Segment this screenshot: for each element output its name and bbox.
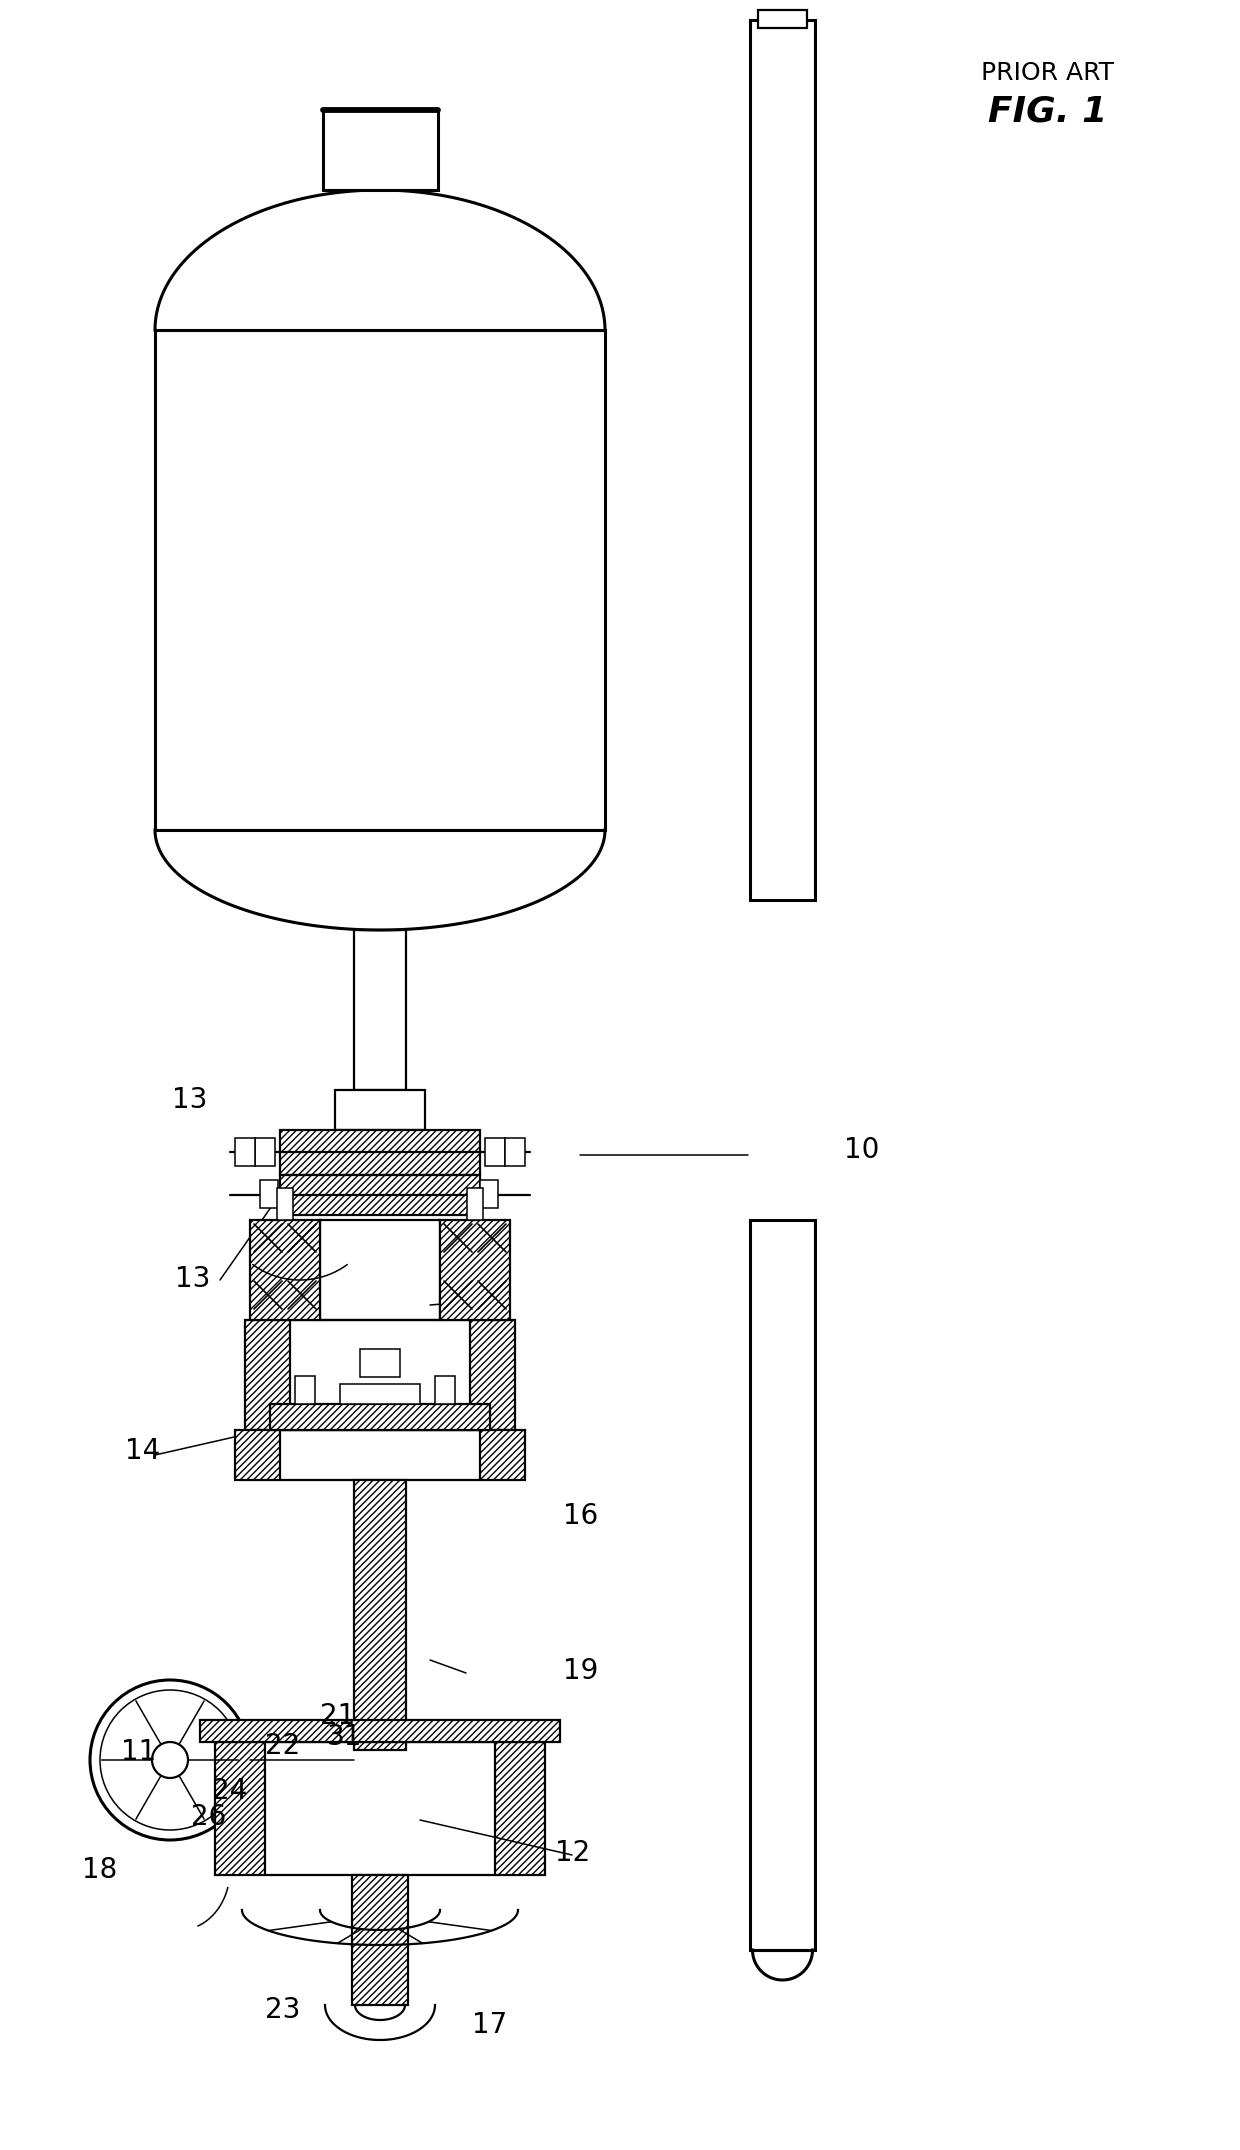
Bar (236, 1430, 280, 1479)
Text: 31: 31 (327, 1722, 362, 1752)
Bar (280, 1176, 480, 1215)
Bar (255, 1137, 275, 1165)
Text: 23: 23 (265, 1995, 300, 2025)
Text: 16: 16 (563, 1501, 598, 1531)
Bar (485, 1137, 505, 1165)
Bar (277, 1189, 293, 1219)
Text: 26: 26 (191, 1802, 226, 1832)
Bar (270, 1404, 490, 1430)
Bar (750, 19, 815, 901)
Text: 12: 12 (556, 1838, 590, 1868)
Bar (470, 1320, 515, 1430)
Bar (353, 1479, 405, 1750)
Bar (246, 1320, 290, 1430)
Circle shape (153, 1742, 188, 1778)
Text: 10: 10 (844, 1135, 879, 1165)
Bar (260, 1180, 278, 1208)
Bar (352, 1875, 408, 2006)
Text: FIG. 1: FIG. 1 (988, 95, 1107, 129)
Bar (505, 1137, 525, 1165)
Bar (467, 1189, 484, 1219)
Bar (200, 1720, 560, 1742)
Bar (322, 110, 438, 189)
Polygon shape (155, 830, 605, 931)
Text: 13: 13 (175, 1264, 210, 1294)
Bar (280, 1131, 480, 1176)
Bar (236, 1137, 255, 1165)
Bar (295, 1376, 315, 1404)
Bar (155, 329, 605, 830)
Bar (250, 1219, 320, 1320)
Bar (440, 1219, 510, 1320)
Bar (750, 1219, 815, 1950)
Bar (758, 11, 807, 28)
Bar (340, 1385, 420, 1404)
Bar (360, 1348, 401, 1376)
Bar (215, 1742, 265, 1875)
Text: 24: 24 (212, 1776, 247, 1806)
Circle shape (91, 1679, 250, 1840)
Circle shape (100, 1690, 241, 1830)
Bar (480, 1430, 525, 1479)
Text: 22: 22 (265, 1731, 300, 1761)
Text: PRIOR ART: PRIOR ART (981, 60, 1115, 86)
Text: 18: 18 (82, 1855, 117, 1886)
Bar (480, 1180, 498, 1208)
Text: 14: 14 (125, 1436, 160, 1466)
Text: 19: 19 (563, 1656, 598, 1686)
Text: 13: 13 (172, 1086, 207, 1114)
Polygon shape (155, 189, 605, 329)
Text: 17: 17 (472, 2010, 507, 2040)
Text: 21: 21 (320, 1701, 355, 1731)
Text: 11: 11 (122, 1737, 156, 1767)
Bar (495, 1742, 546, 1875)
Bar (335, 1090, 425, 1131)
Bar (435, 1376, 455, 1404)
Bar (353, 931, 405, 1090)
Bar (320, 1219, 440, 1320)
